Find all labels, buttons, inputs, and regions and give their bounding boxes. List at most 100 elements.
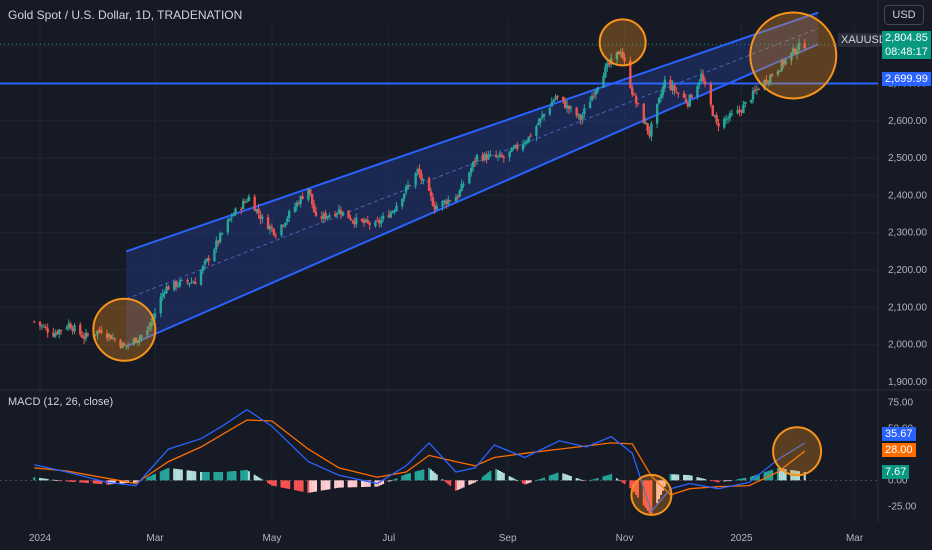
macd-histogram-bar <box>341 480 344 488</box>
macd-histogram-bar <box>334 480 337 489</box>
macd-histogram-bar <box>309 480 312 493</box>
macd-histogram-bar <box>629 480 632 489</box>
candle-body <box>621 51 624 59</box>
macd-histogram-bar <box>729 480 731 482</box>
candle-body <box>368 222 371 226</box>
macd-histogram-bar <box>592 479 595 481</box>
candle-body <box>608 62 611 65</box>
macd-histogram-bar <box>508 476 511 481</box>
candle-body <box>404 186 408 193</box>
candle-body <box>682 93 686 98</box>
candle-body <box>215 240 218 250</box>
macd-histogram-bar <box>525 480 528 484</box>
macd-histogram-bar <box>259 478 262 481</box>
macd-histogram-bar <box>313 480 316 492</box>
macd-histogram-bar <box>378 480 381 486</box>
candle-body <box>176 285 180 287</box>
candle-body <box>498 154 502 157</box>
macd-histogram-bar <box>351 480 354 488</box>
candle-body <box>56 331 59 334</box>
candle-body <box>793 48 797 54</box>
macd-histogram-bar <box>194 471 197 481</box>
macd-histogram-bar <box>247 471 250 481</box>
price-tick-label: 2,000.00 <box>888 340 927 351</box>
candle-body <box>178 280 182 287</box>
macd-tick-label: 0.00 <box>888 475 908 486</box>
macd-histogram-bar <box>725 480 728 482</box>
macd-histogram-bar <box>405 474 408 481</box>
candle-body <box>297 202 300 205</box>
macd-histogram-bar <box>431 471 434 481</box>
candle-body <box>341 211 345 216</box>
macd-histogram-bar <box>673 474 676 481</box>
macd-histogram-bar <box>40 478 43 481</box>
macd-histogram-bar <box>297 480 300 491</box>
candle-body <box>675 91 678 93</box>
candle-body <box>205 258 208 262</box>
candle-body <box>458 190 461 197</box>
macd-histogram-bar <box>763 472 766 481</box>
time-tick-label: 2025 <box>730 533 753 544</box>
candle-body <box>663 79 667 88</box>
macd-histogram-bar <box>320 480 323 491</box>
candle-body <box>778 70 782 73</box>
candle-body <box>286 218 289 223</box>
macd-histogram-bar <box>395 478 398 481</box>
price-tick-label: 2,400.00 <box>888 190 927 201</box>
macd-histogram-bar <box>583 480 586 482</box>
macd-histogram-bar <box>301 480 304 492</box>
candle-body <box>207 258 210 261</box>
currency-button[interactable]: USD <box>884 5 924 25</box>
countdown-tag: 08:48:17 <box>882 45 931 59</box>
candle-body <box>199 270 203 285</box>
macd-histogram-bar <box>669 474 672 481</box>
macd-histogram-bar <box>711 480 714 482</box>
macd-histogram-bar <box>481 476 484 481</box>
macd-indicator-label[interactable]: MACD (12, 26, close) <box>8 396 114 408</box>
candle-body <box>776 71 780 75</box>
candle-body <box>797 43 801 50</box>
macd-histogram-bar <box>594 478 597 481</box>
candle-body <box>46 328 49 333</box>
macd-histogram-bar <box>58 480 61 482</box>
macd-histogram-bar <box>472 480 475 484</box>
macd-tick-label: 75.00 <box>888 397 913 408</box>
macd-histogram-bar <box>730 480 733 481</box>
candle-body <box>255 209 258 212</box>
candle-body <box>272 228 276 235</box>
candle-body <box>447 199 450 205</box>
macd-histogram-bar <box>215 472 218 481</box>
macd-histogram-bar <box>803 472 806 481</box>
candle-body <box>138 337 141 341</box>
macd-histogram-bar <box>366 480 369 487</box>
candle-body <box>661 87 665 96</box>
macd-histogram-bar <box>474 480 477 483</box>
candle-body <box>701 74 705 81</box>
candle-body <box>125 345 128 347</box>
candle-body <box>468 172 471 184</box>
macd-highlight-circle <box>630 473 673 516</box>
macd-histogram-bar <box>167 467 170 481</box>
candle-body <box>109 335 113 340</box>
candle-body <box>780 60 783 71</box>
macd-histogram-bar <box>362 480 365 487</box>
candle-body <box>293 206 297 212</box>
candle-body <box>226 220 230 233</box>
macd-histogram-bar <box>420 469 423 481</box>
candle-body <box>740 111 743 113</box>
candle-body <box>82 336 86 340</box>
macd-histogram-bar <box>529 480 532 483</box>
candle-body <box>314 211 318 216</box>
macd-histogram-bar <box>261 479 264 481</box>
candle-body <box>378 220 381 224</box>
macd-histogram-bar <box>581 480 584 481</box>
candle-body <box>715 114 718 123</box>
candle-body <box>274 235 277 237</box>
macd-histogram-bar <box>46 478 49 481</box>
candle-body <box>217 240 220 243</box>
macd-histogram-bar <box>621 480 624 483</box>
macd-histogram-bar <box>704 479 707 481</box>
candle-body <box>362 220 366 223</box>
candle-body <box>105 333 109 338</box>
